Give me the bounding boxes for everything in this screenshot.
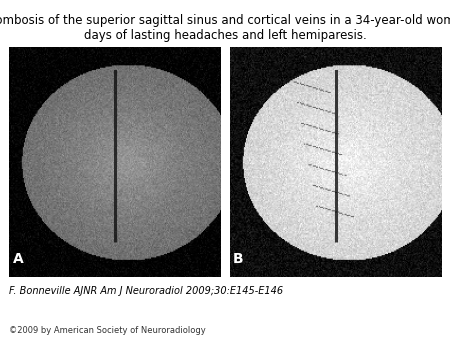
Text: ©2009 by American Society of Neuroradiology: ©2009 by American Society of Neuroradiol… <box>9 325 206 335</box>
Text: F. Bonneville AJNR Am J Neuroradiol 2009;30:E145-E146: F. Bonneville AJNR Am J Neuroradiol 2009… <box>9 286 283 296</box>
Text: AJNR: AJNR <box>306 287 374 312</box>
Text: B: B <box>233 252 244 266</box>
Text: Acute thrombosis of the superior sagittal sinus and cortical veins in a 34-year-: Acute thrombosis of the superior sagitta… <box>0 14 450 42</box>
Text: A: A <box>13 252 23 266</box>
Text: AMERICAN JOURNAL OF NEURORADIOLOGY: AMERICAN JOURNAL OF NEURORADIOLOGY <box>272 316 407 321</box>
